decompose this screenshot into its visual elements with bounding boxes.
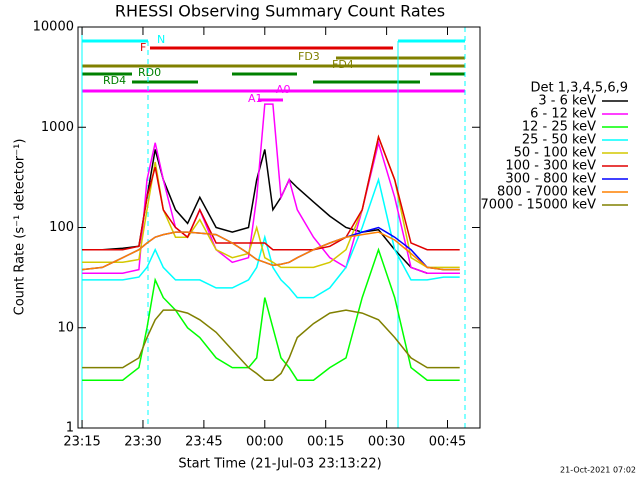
legend-title: Det 1,3,4,5,6,9 [530,81,628,96]
x-tick-label: 23:30 [124,435,161,450]
legend-label: 50 - 100 keV [514,146,597,161]
legend-label: 800 - 7000 keV [497,185,596,200]
flag-label: A1 [248,92,263,105]
flag-label: RD4 [103,74,126,87]
flag-label: N [157,33,165,46]
x-tick-label: 00:00 [246,435,283,450]
series-line [82,134,460,251]
y-tick-label: 1 [66,421,74,436]
flag-label: FD3 [298,50,320,63]
flag-label: A0 [276,83,291,96]
series-line [82,176,460,299]
flag-label: FD4 [332,58,354,71]
legend-label: 12 - 25 keV [522,120,596,135]
y-axis-label: Count Rate (s⁻¹ detector⁻¹) [13,139,28,316]
series-line [82,309,460,381]
y-tick-label: 100 [49,220,74,235]
legend-label: 25 - 50 keV [522,133,596,148]
series-line [82,247,460,381]
x-tick-label: 23:15 [63,435,100,450]
legend-label: 6 - 12 keV [530,107,596,122]
legend-label: 100 - 300 keV [505,159,596,174]
legend-label: 3 - 6 keV [538,94,596,109]
x-tick-label: 00:15 [307,435,344,450]
legend-label: 300 - 800 keV [505,172,596,187]
x-tick-label: 00:45 [429,435,466,450]
series-line [82,231,460,271]
legend-label: 7000 - 15000 keV [481,198,597,213]
y-tick-label: 1000 [41,120,74,135]
x-axis-label: Start Time (21-Jul-03 23:13:22) [178,457,381,472]
flag-label: RD0 [138,66,161,79]
x-tick-label: 23:45 [185,435,222,450]
flag-bars [82,39,465,102]
mode-lines [81,27,466,428]
series-line [82,149,460,274]
y-tick-label: 10000 [33,20,74,35]
x-tick-label: 00:30 [368,435,405,450]
footer: 21-Oct-2021 07:02 [560,466,636,475]
series-line [82,103,460,274]
flag-label: F [140,41,146,54]
chart-title: RHESSI Observing Summary Count Rates [115,2,445,21]
y-tick-label: 10 [57,320,74,335]
